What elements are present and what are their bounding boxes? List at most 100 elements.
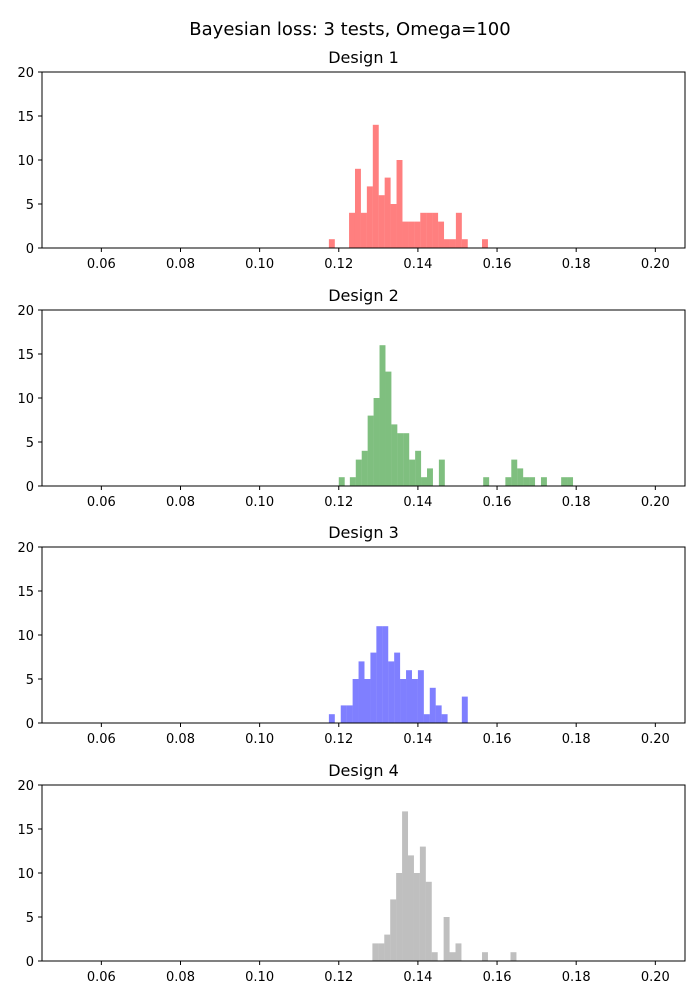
histogram-bar (443, 917, 450, 961)
histogram-bar (390, 899, 397, 961)
histogram-bar (376, 626, 383, 723)
histogram-bar (523, 477, 530, 486)
x-tick-label: 0.06 (87, 970, 116, 985)
histogram-bar (366, 186, 373, 248)
histogram-bar (364, 679, 371, 723)
histogram-bar (349, 212, 355, 248)
histogram-bar (449, 952, 456, 961)
x-tick-label: 0.08 (166, 970, 195, 985)
x-tick-label: 0.20 (641, 257, 670, 272)
x-tick-label: 0.18 (562, 495, 591, 510)
histogram-bar (449, 239, 456, 248)
y-tick-label: 5 (26, 198, 34, 213)
y-tick-label: 0 (26, 717, 34, 732)
x-tick-label: 0.14 (403, 732, 432, 747)
histogram-bar (378, 943, 385, 961)
subplot-title: Design 3 (328, 523, 399, 542)
subplot-3: Design 3 0.06 0.08 0.10 0.12 0.14 0.16 0.18 0.20… (17, 523, 686, 747)
y-tick-label: 15 (17, 110, 34, 125)
histogram-bar (425, 881, 432, 961)
y-tick-label: 10 (17, 629, 34, 644)
histogram-bar (361, 450, 368, 486)
histogram-bar (455, 212, 462, 248)
histogram-bar (406, 670, 412, 723)
x-tick-label: 0.20 (641, 495, 670, 510)
histogram-bar (372, 124, 379, 248)
histogram-bar (411, 679, 418, 723)
y-tick-label: 5 (26, 673, 34, 688)
histogram-bar (505, 477, 512, 486)
histogram-bar (429, 687, 436, 723)
histogram-bar (419, 846, 426, 961)
y-tick-label: 20 (17, 304, 34, 319)
axes-frame (41, 784, 686, 962)
x-tick-label: 0.10 (245, 257, 274, 272)
y-tick-label: 10 (17, 154, 34, 169)
histogram-bar (391, 424, 398, 486)
x-tick-label: 0.08 (166, 732, 195, 747)
histogram-bar (431, 952, 438, 961)
x-tick-label: 0.12 (324, 495, 353, 510)
y-tick-label: 0 (26, 955, 34, 970)
histogram-bar (372, 943, 379, 961)
histogram-bar (328, 714, 335, 723)
y-tick-label: 0 (26, 480, 34, 495)
histogram-bar (349, 477, 356, 486)
histogram-bar (382, 626, 389, 723)
histogram-bar (529, 477, 536, 486)
y-tick-label: 15 (17, 348, 34, 363)
histogram-bar (390, 204, 397, 248)
y-tick-label: 20 (17, 541, 34, 556)
x-tick-label: 0.12 (324, 970, 353, 985)
histogram-bar (483, 477, 490, 486)
figure-title: Bayesian loss: 3 tests, Omega=100 (189, 19, 510, 40)
histogram-bar (394, 652, 401, 723)
histogram-bar (511, 459, 518, 486)
y-tick-label: 5 (26, 911, 34, 926)
x-tick-label: 0.06 (87, 257, 116, 272)
histogram-bar (352, 679, 359, 723)
histogram-bar (441, 714, 448, 723)
histogram-bar (408, 855, 414, 961)
histogram-bar (438, 459, 445, 486)
histogram-bar (385, 371, 392, 486)
histogram-bar (444, 239, 450, 248)
x-tick-label: 0.20 (641, 732, 670, 747)
histogram-bar (417, 670, 424, 723)
x-tick-label: 0.08 (166, 257, 195, 272)
histogram-bar (367, 415, 374, 486)
histogram-bar (346, 705, 353, 723)
x-tick-label: 0.20 (641, 970, 670, 985)
y-tick-label: 5 (26, 436, 34, 451)
x-tick-label: 0.18 (562, 732, 591, 747)
histogram-bar (461, 239, 468, 248)
subplots: Design 1 0.06 0.08 0.10 0.12 0.14 0.16 0.18 0.20… (17, 48, 686, 985)
histogram-bar (415, 450, 422, 486)
y-tick-label: 20 (17, 66, 34, 81)
histogram-bar (567, 477, 574, 486)
x-tick-label: 0.16 (483, 970, 512, 985)
x-tick-label: 0.14 (403, 970, 432, 985)
histogram-bar (482, 952, 488, 961)
x-tick-label: 0.10 (245, 495, 274, 510)
subplot-title: Design 1 (328, 48, 399, 67)
subplot-1: Design 1 0.06 0.08 0.10 0.12 0.14 0.16 0.18 0.20… (17, 48, 686, 272)
histogram-bar (360, 212, 367, 248)
x-tick-label: 0.16 (483, 495, 512, 510)
histogram-bar (397, 433, 404, 486)
x-tick-label: 0.08 (166, 495, 195, 510)
x-tick-label: 0.12 (324, 257, 353, 272)
histogram-bar (355, 459, 362, 486)
histogram-bar (402, 811, 409, 961)
histogram-bar (426, 212, 433, 248)
y-tick-label: 0 (26, 242, 34, 257)
y-tick-label: 10 (17, 392, 34, 407)
x-tick-label: 0.10 (245, 732, 274, 747)
y-tick-label: 15 (17, 823, 34, 838)
histogram-bar (354, 168, 361, 248)
histogram-bar (388, 661, 395, 723)
histogram-bar (517, 468, 524, 486)
histogram-bar (408, 221, 415, 248)
histogram-bar (403, 433, 410, 486)
